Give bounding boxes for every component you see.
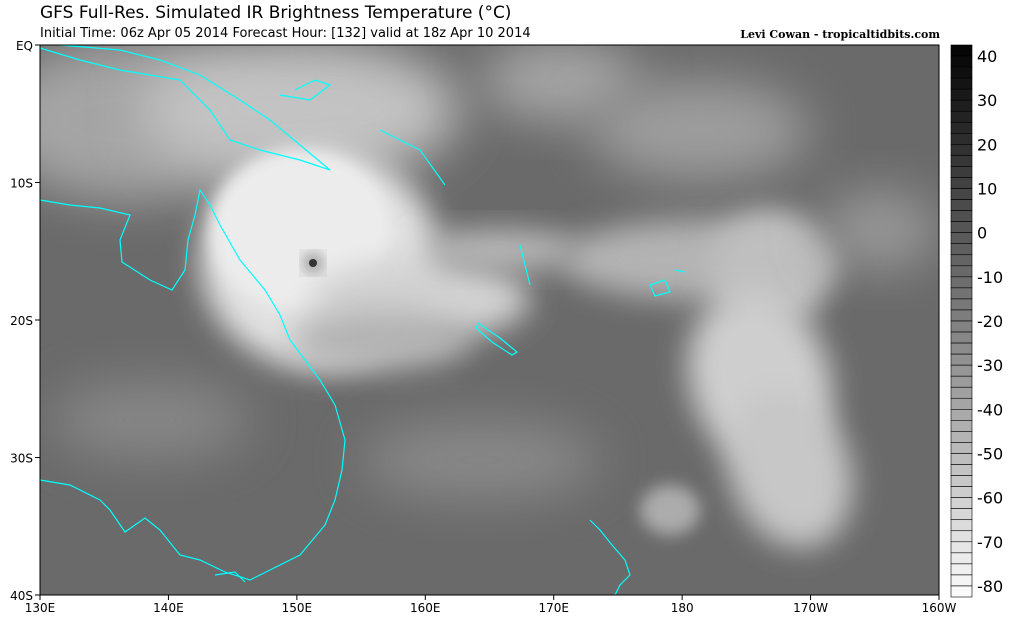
lon-label: 180 <box>671 601 694 615</box>
colorbar-label: -40 <box>977 400 1003 419</box>
colorbar-swatch <box>950 221 973 233</box>
colorbar-label: -70 <box>977 533 1003 552</box>
longitude-axis: 130E 140E 150E 160E 170E 180 170W 160W <box>25 595 957 615</box>
colorbar-label: 30 <box>977 91 997 110</box>
colorbar-swatch <box>950 177 973 189</box>
colorbar-swatch <box>950 309 973 322</box>
colorbar-swatch <box>950 66 973 79</box>
colorbar-swatch <box>950 44 973 57</box>
colorbar-swatch <box>950 530 973 543</box>
colorbar-swatch <box>950 375 973 388</box>
coastline-new-guinea <box>40 45 331 171</box>
lat-label: 20S <box>10 314 33 328</box>
colorbar-swatch <box>950 420 973 432</box>
colorbar-swatch <box>950 431 973 443</box>
colorbar-swatch <box>950 486 973 498</box>
colorbar-swatch <box>950 475 973 487</box>
colorbar-swatch <box>950 188 973 200</box>
coastline-fiji <box>649 269 686 297</box>
lon-label: 130E <box>25 601 56 615</box>
colorbar-label: 20 <box>977 135 997 154</box>
colorbar-swatch <box>950 55 973 68</box>
colorbar-label: -30 <box>977 356 1003 375</box>
colorbar-swatch <box>950 342 973 355</box>
colorbar-swatch <box>950 574 973 587</box>
colorbar-swatch <box>950 364 973 377</box>
colorbar-label: 10 <box>977 180 997 199</box>
colorbar-swatch <box>950 508 973 521</box>
colorbar-swatch <box>950 386 973 399</box>
colorbar-swatch <box>950 166 973 178</box>
lat-label: 30S <box>10 452 33 466</box>
coastline-tasmania-area <box>214 571 246 583</box>
colorbar-label: -60 <box>977 489 1003 508</box>
colorbar-label: -80 <box>977 577 1003 596</box>
map-title: GFS Full-Res. Simulated IR Brightness Te… <box>40 3 512 23</box>
colorbar-swatch <box>950 110 973 123</box>
cloud-field <box>40 45 939 548</box>
colorbar-label: 0 <box>977 224 987 243</box>
lon-label: 140E <box>153 601 184 615</box>
colorbar-swatch <box>950 320 973 333</box>
credit-text: Levi Cowan - tropicaltidbits.com <box>740 28 940 41</box>
lon-label: 160E <box>410 601 441 615</box>
lon-label: 170W <box>793 601 828 615</box>
colorbar-label: -50 <box>977 444 1003 463</box>
coastline-new-britain <box>279 79 332 101</box>
colorbar-label: -20 <box>977 312 1003 331</box>
colorbar-swatch <box>950 99 973 112</box>
coastlines <box>40 45 686 595</box>
colorbar-swatch <box>950 541 973 554</box>
colorbar-swatch <box>950 552 973 565</box>
colorbar-swatch <box>950 77 973 90</box>
lon-label: 170E <box>538 601 569 615</box>
lat-label: 40S <box>10 589 33 603</box>
colorbar-swatch <box>950 397 973 410</box>
colorbar-swatch <box>950 265 973 278</box>
colorbar: 40 30 20 10 0 -10 -20 -30 -40 -50 -60 -70 -80 <box>950 44 1003 598</box>
colorbar-swatch <box>950 585 973 598</box>
coastline-solomons <box>379 129 446 186</box>
colorbar-swatch <box>950 133 973 145</box>
lon-label: 160W <box>922 601 957 615</box>
colorbar-swatch <box>950 232 973 245</box>
colorbar-swatch <box>950 210 973 222</box>
colorbar-label: -10 <box>977 268 1003 287</box>
colorbar-swatch <box>950 331 973 344</box>
colorbar-swatch <box>950 464 973 476</box>
colorbar-swatch <box>950 497 973 509</box>
colorbar-swatch <box>950 199 973 211</box>
colorbar-swatch <box>950 254 973 267</box>
latitude-axis: EQ 10S 20S 30S 40S <box>10 39 40 603</box>
colorbar-swatch <box>950 287 973 300</box>
colorbar-swatch <box>950 243 973 256</box>
colorbar-swatch <box>950 453 973 465</box>
colorbar-swatch <box>950 144 973 156</box>
map-panel <box>40 45 939 595</box>
colorbar-swatch <box>950 409 973 421</box>
colorbar-swatch <box>950 353 973 366</box>
colorbar-swatch <box>950 519 973 532</box>
map-subtitle: Initial Time: 06z Apr 05 2014 Forecast H… <box>40 26 531 41</box>
coastline-vanuatu <box>519 244 531 286</box>
colorbar-swatch <box>950 276 973 289</box>
colorbar-swatch <box>950 121 973 134</box>
colorbar-label: 40 <box>977 47 997 66</box>
colorbar-swatch <box>950 88 973 101</box>
cyclone-eye-core <box>309 259 317 267</box>
coastline-australia <box>40 188 346 581</box>
lat-label: EQ <box>16 39 33 53</box>
colorbar-swatch <box>950 298 973 311</box>
colorbar-swatch <box>950 442 973 454</box>
colorbar-swatch <box>950 563 973 576</box>
lat-label: 10S <box>10 177 33 191</box>
coastline-new-caledonia <box>475 322 519 356</box>
lon-label: 150E <box>282 601 313 615</box>
coastline-new-zealand <box>589 519 631 595</box>
colorbar-swatch <box>950 155 973 167</box>
